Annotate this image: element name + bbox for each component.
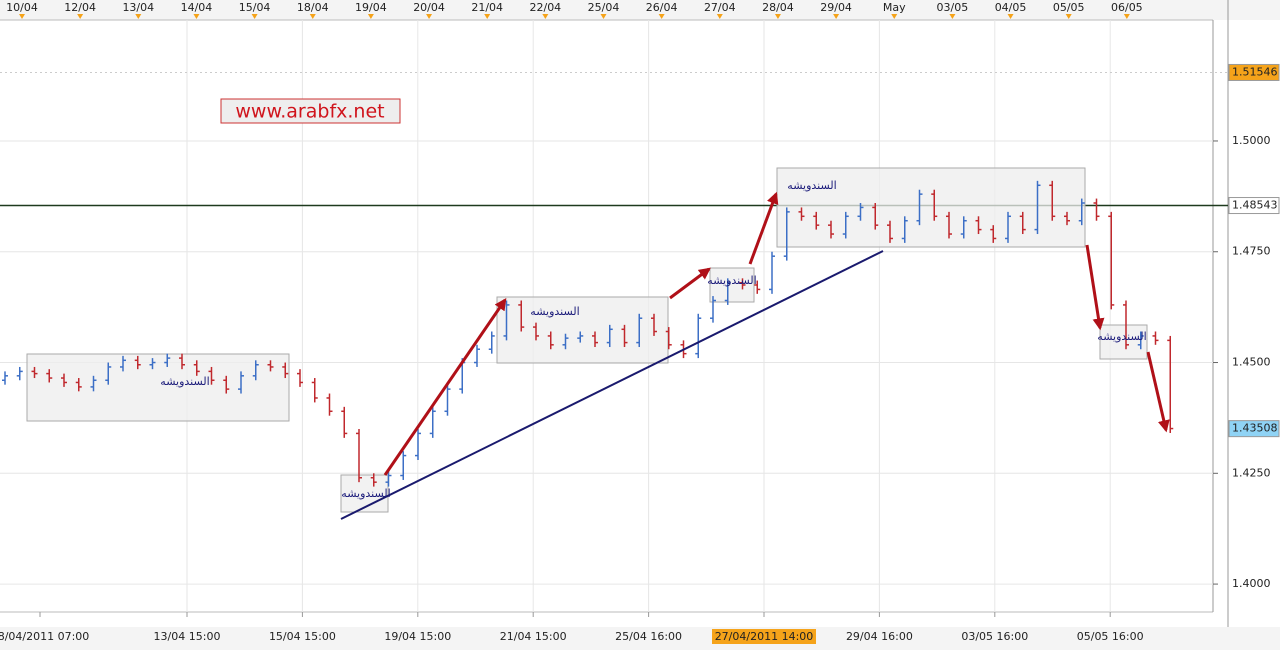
y-tick-label: 1.4000 — [1232, 577, 1271, 590]
x-tick-label: 15/04 15:00 — [269, 630, 336, 643]
date-marker — [716, 14, 723, 19]
range-box — [776, 167, 1086, 248]
box-label: السندويشه — [341, 487, 390, 500]
date-label: 28/04 — [762, 1, 794, 14]
x-tick-label: 29/04 16:00 — [846, 630, 913, 643]
box-label: السندويشه — [787, 179, 836, 192]
price-tag-label: 1.51546 — [1232, 65, 1278, 78]
site-box — [220, 98, 401, 124]
y-tick-label: 1.4250 — [1232, 466, 1271, 479]
date-marker — [600, 14, 607, 19]
date-marker — [658, 14, 665, 19]
x-tick-label: 21/04 15:00 — [500, 630, 567, 643]
site-label: www.arabfx.net — [235, 101, 384, 123]
date-marker — [77, 14, 84, 19]
price-tag — [1228, 420, 1280, 438]
range-box — [340, 474, 389, 513]
x-tick-label: 19/04 15:00 — [384, 630, 451, 643]
date-marker — [367, 14, 374, 19]
date-marker — [542, 14, 549, 19]
date-marker — [251, 14, 258, 19]
date-label: 13/04 — [122, 1, 154, 14]
y-tick-label: 1.5000 — [1232, 134, 1271, 147]
price-tag-label: 1.48543 — [1232, 199, 1278, 212]
arrows — [383, 191, 1170, 476]
date-marker — [309, 14, 316, 19]
x-tick-label: 13/04 15:00 — [154, 630, 221, 643]
box-label: السندويشه — [530, 305, 579, 318]
date-marker — [426, 14, 433, 19]
date-marker — [1007, 14, 1014, 19]
top-axis-strip — [0, 0, 1280, 20]
bottom-axis-strip — [0, 627, 1280, 650]
x-tick-label: 08/04/2011 07:00 — [0, 630, 89, 643]
date-marker — [484, 14, 491, 19]
price-tag — [1228, 197, 1280, 215]
arrow — [748, 191, 779, 265]
date-label: 03/05 — [937, 1, 969, 14]
x-tick-label: 27/04/2011 14:00 — [715, 630, 814, 643]
date-label: 10/04 — [6, 1, 38, 14]
date-label: 29/04 — [820, 1, 852, 14]
range-box — [26, 353, 290, 422]
date-label: 26/04 — [646, 1, 678, 14]
box-label: السندويشه — [160, 375, 209, 388]
arrow — [1146, 351, 1170, 433]
date-label: 06/05 — [1111, 1, 1143, 14]
date-label: 25/04 — [588, 1, 620, 14]
price-tag-label: 1.43508 — [1232, 422, 1278, 435]
date-label: 22/04 — [529, 1, 561, 14]
x-tick-label: 05/05 16:00 — [1077, 630, 1144, 643]
date-marker — [19, 14, 25, 19]
x-tick-label: 03/05 16:00 — [961, 630, 1028, 643]
price-tag — [1228, 63, 1280, 81]
arrow — [669, 267, 711, 300]
x-tick-label: 25/04 16:00 — [615, 630, 682, 643]
range-box — [709, 267, 755, 303]
date-label: 18/04 — [297, 1, 329, 14]
date-marker — [833, 14, 840, 19]
date-marker — [1065, 14, 1072, 19]
date-label: 12/04 — [64, 1, 96, 14]
arrow — [1085, 244, 1105, 331]
date-label: May — [883, 1, 906, 14]
arrow — [383, 298, 507, 476]
range-box — [1099, 324, 1148, 360]
y-tick-label: 1.4750 — [1232, 245, 1271, 258]
y-tick-label: 1.4500 — [1232, 356, 1271, 369]
box-label: السندويشه — [1097, 330, 1146, 343]
date-marker — [135, 14, 142, 19]
date-marker — [193, 14, 200, 19]
date-label: 20/04 — [413, 1, 445, 14]
date-label: 15/04 — [239, 1, 271, 14]
date-label: 27/04 — [704, 1, 736, 14]
date-marker — [949, 14, 956, 19]
date-marker — [891, 14, 898, 19]
highlight-box — [712, 629, 816, 644]
date-label: 14/04 — [181, 1, 213, 14]
date-label: 21/04 — [471, 1, 503, 14]
date-label: 04/05 — [995, 1, 1027, 14]
range-box — [496, 296, 669, 364]
date-label: 05/05 — [1053, 1, 1085, 14]
bars — [2, 180, 1174, 487]
box-label: السندويشه — [707, 274, 756, 287]
date-marker — [774, 14, 781, 19]
trend-line — [340, 250, 884, 520]
date-label: 19/04 — [355, 1, 387, 14]
date-marker — [1123, 14, 1130, 19]
